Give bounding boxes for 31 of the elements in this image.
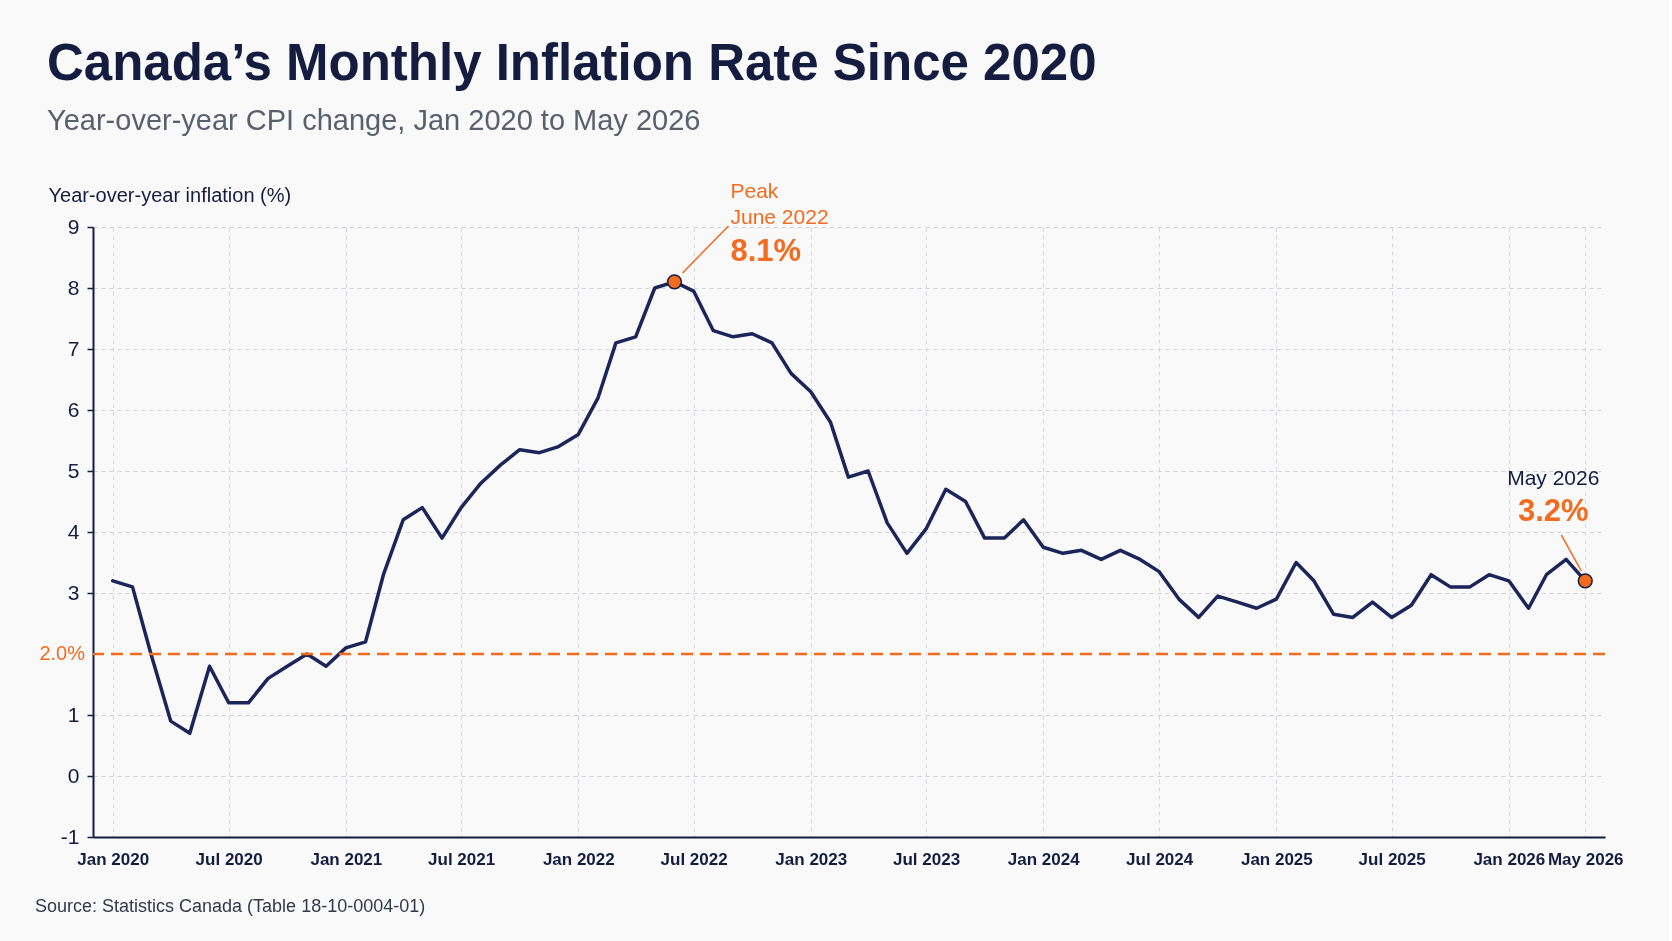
y-tick-label: 6 xyxy=(67,397,80,421)
x-tick-label: Jan 2024 xyxy=(1007,849,1081,869)
x-tick-label: May 2026 xyxy=(1547,849,1624,869)
x-tick-label: Jan 2025 xyxy=(1240,849,1313,869)
annotation: Peak June 2022 8.1% xyxy=(730,178,829,268)
y-tick-label: 9 xyxy=(67,214,80,238)
annotation: May 2026 3.2% xyxy=(1507,465,1600,528)
y-tick-label: 7 xyxy=(67,336,80,360)
y-tick-label: 4 xyxy=(67,519,80,543)
y-tick-label: -1 xyxy=(60,824,80,848)
x-tick-label: Jul 2024 xyxy=(1126,849,1194,869)
x-tick-label: Jul 2020 xyxy=(195,849,263,869)
x-tick-label: Jan 2026 xyxy=(1473,849,1546,869)
source-note: Source: Statistics Canada (Table 18-10-0004-01) xyxy=(35,896,426,916)
y-axis-title: Year-over-year inflation (%) xyxy=(48,183,292,206)
x-tick-label: Jul 2025 xyxy=(1358,849,1426,869)
x-tick-label: Jul 2023 xyxy=(893,849,961,869)
chart-subtitle: Year-over-year CPI change, Jan 2020 to May 2026 xyxy=(47,103,701,136)
x-tick-label: Jul 2022 xyxy=(660,849,728,869)
x-tick-label: Jan 2022 xyxy=(542,849,615,869)
chart-title: Canada’s Monthly Inflation Rate Since 2020 xyxy=(47,33,1097,91)
x-tick-label: Jul 2021 xyxy=(428,849,496,869)
x-tick-label: Jan 2023 xyxy=(775,849,848,869)
y-tick-label: 1 xyxy=(67,702,80,726)
ref-line-label: 2.0% xyxy=(39,642,86,664)
y-tick-label: 3 xyxy=(67,580,80,604)
x-tick-label: Jan 2021 xyxy=(310,849,383,869)
y-tick-label: 5 xyxy=(67,458,80,482)
y-tick-label: 0 xyxy=(67,763,80,787)
x-tick-label: Jan 2020 xyxy=(77,849,150,869)
y-tick-label: 8 xyxy=(67,275,80,299)
